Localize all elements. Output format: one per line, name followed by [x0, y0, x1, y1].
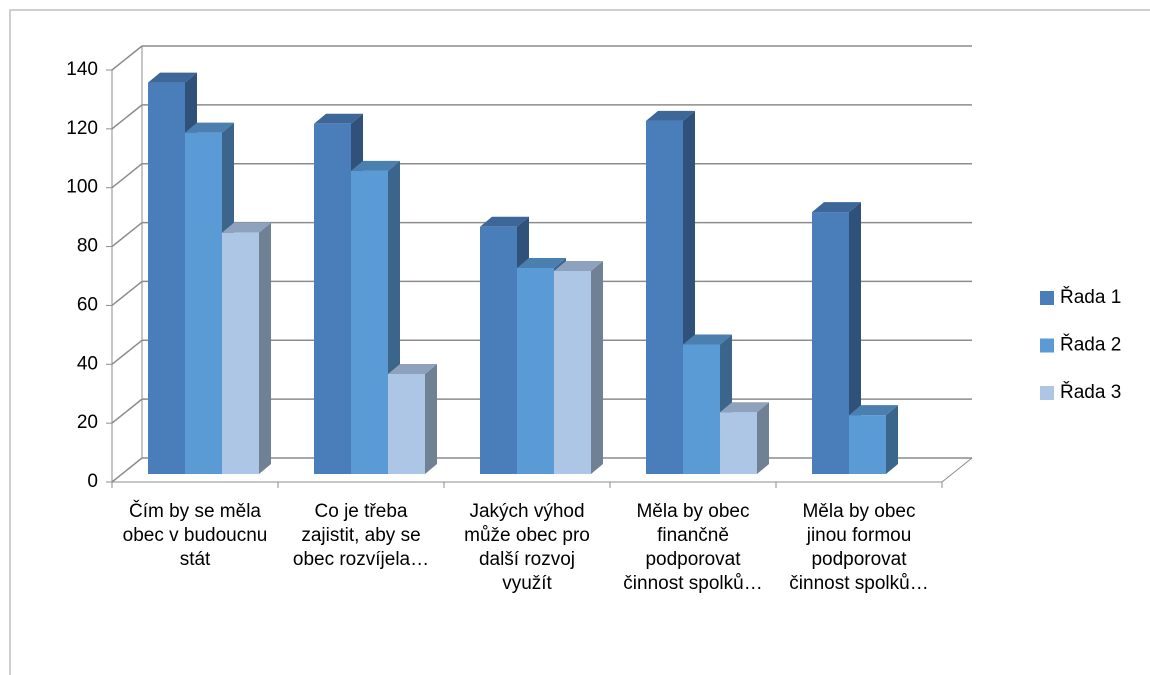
legend-swatch [1040, 291, 1054, 305]
bar-top [646, 110, 695, 121]
legend-label: Řada 3 [1060, 381, 1121, 403]
bar-front [554, 270, 591, 474]
bar [554, 260, 603, 474]
bar-front [148, 82, 185, 474]
y-tick-label: 100 [66, 177, 98, 198]
bar-top [554, 260, 603, 271]
bar-side [849, 202, 861, 475]
bar-top [185, 122, 234, 133]
x-tick-label: Co je třeba zajistit, aby se obec rozvíj… [292, 501, 430, 570]
bar-front [351, 170, 388, 474]
bar-top [812, 202, 861, 213]
x-tick-label: Jakých výhod může obec pro další rozvoj … [464, 501, 590, 594]
bar-front [222, 232, 259, 474]
bar-top [222, 222, 271, 233]
bar-front [185, 132, 222, 474]
grid-line [111, 457, 143, 483]
bar-side [886, 405, 898, 474]
bar-side [425, 363, 437, 474]
y-tick-label: 20 [77, 412, 98, 433]
bar-top [480, 216, 529, 227]
bar-top [351, 160, 400, 171]
grid-line [111, 163, 143, 189]
bar-top [720, 402, 769, 413]
grid-line [111, 221, 143, 248]
bar-top [683, 334, 732, 345]
bar-front [683, 344, 720, 474]
bar-side [591, 260, 603, 474]
bar-top [849, 405, 898, 416]
x-tick-label: Čím by se měla obec v budoucnu stát [122, 501, 268, 570]
bar-front [849, 415, 886, 474]
legend-swatch [1040, 338, 1054, 353]
grid-line [111, 339, 143, 365]
y-tick-label: 60 [77, 294, 98, 315]
bar-side [757, 402, 769, 474]
bar-top [388, 363, 437, 374]
bar [720, 402, 769, 474]
bar-top [148, 72, 197, 83]
bar-side [259, 222, 271, 474]
bar [388, 363, 437, 474]
bar [849, 405, 898, 474]
bar [646, 110, 695, 474]
grid-line [111, 45, 143, 71]
bar-front [646, 120, 683, 474]
bar [812, 202, 861, 475]
frame [9, 9, 1150, 675]
bar-front [720, 412, 757, 474]
bar-front [517, 268, 554, 474]
bar-front [812, 212, 849, 475]
y-tick-label: 80 [77, 236, 98, 257]
legend-swatch [1040, 386, 1054, 400]
y-tick-label: 0 [87, 471, 98, 492]
y-tick-label: 120 [66, 118, 98, 139]
bar [222, 222, 271, 474]
x-tick-label: Měla by obec jinou formou podporovat čin… [789, 501, 929, 594]
grid-line [111, 104, 143, 130]
grid-line [111, 398, 143, 424]
bar-front [388, 373, 425, 474]
grid-line [111, 280, 143, 307]
legend-label: Řada 2 [1060, 334, 1121, 356]
bar-front [480, 226, 517, 474]
y-tick-label: 140 [66, 59, 98, 80]
x-tick-label: Měla by obec finančně podporovat činnost… [623, 501, 763, 594]
bar-top [314, 113, 363, 124]
floor-edge [941, 457, 973, 483]
bar-top [517, 258, 566, 268]
bar-front [314, 123, 351, 475]
legend-label: Řada 1 [1060, 286, 1121, 308]
y-tick-label: 40 [77, 353, 98, 374]
